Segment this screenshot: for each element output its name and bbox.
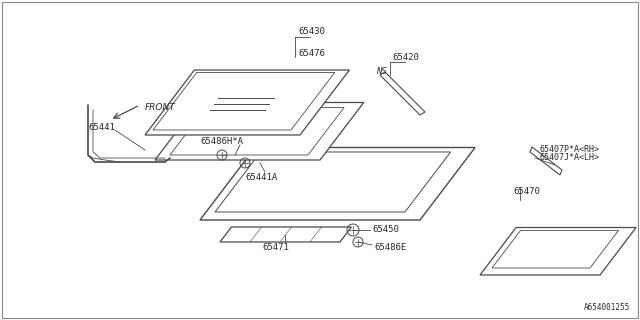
Polygon shape [170,108,344,155]
Text: 65441: 65441 [88,123,115,132]
Text: 65450: 65450 [372,226,399,235]
Text: 65470: 65470 [513,188,540,196]
Text: 65476: 65476 [298,49,325,58]
Polygon shape [200,148,475,220]
Polygon shape [530,147,562,175]
Polygon shape [380,72,425,115]
Text: NS: NS [376,68,387,76]
Text: 65420: 65420 [392,52,419,61]
Text: A654001255: A654001255 [584,303,630,312]
Polygon shape [153,73,335,130]
Text: 65486H*A: 65486H*A [200,138,243,147]
Polygon shape [215,152,451,212]
Text: 65441A: 65441A [245,172,277,181]
Text: 65471: 65471 [262,244,289,252]
Text: 65486E: 65486E [374,243,406,252]
Text: 65430: 65430 [298,28,325,36]
Polygon shape [480,228,636,275]
Polygon shape [145,70,349,135]
Polygon shape [492,230,618,268]
Polygon shape [220,227,351,242]
Polygon shape [155,102,364,160]
Text: 65407J*A<LH>: 65407J*A<LH> [540,154,600,163]
Text: 65407P*A<RH>: 65407P*A<RH> [540,146,600,155]
Text: FRONT: FRONT [145,103,176,113]
